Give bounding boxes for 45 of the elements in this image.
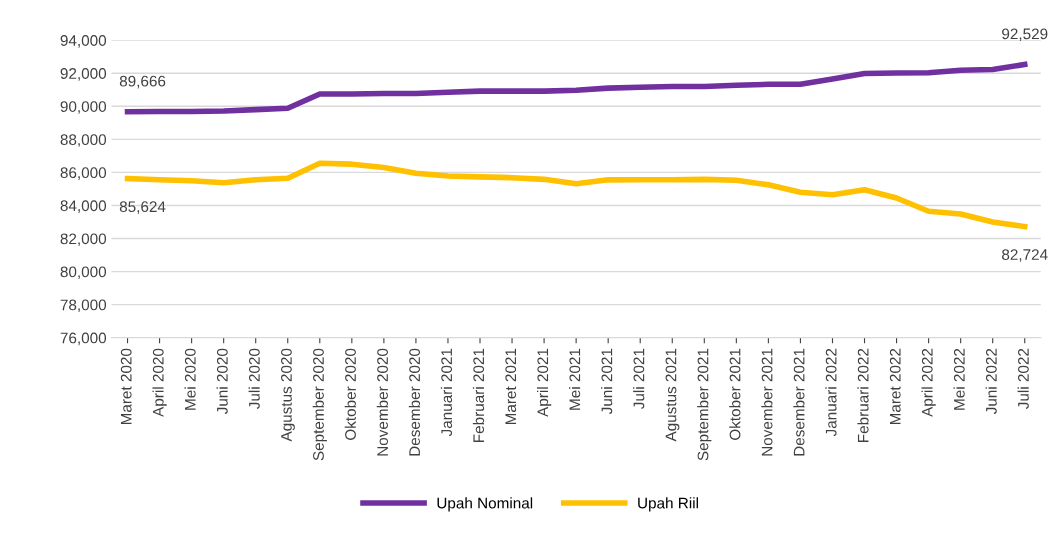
x-tick-label: Februari 2022 (857, 348, 869, 442)
x-tick-label: Desember 2020 (408, 348, 421, 456)
x-tick-label: April 2022 (921, 348, 936, 417)
x-tick-label: April 2020 (152, 348, 167, 417)
data-label: 89,666 (119, 75, 166, 89)
x-tick-label: Juni 2022 (985, 348, 997, 415)
x-tick-label: Februari 2021 (472, 348, 485, 442)
x-tick-label: Mei 2021 (569, 348, 581, 410)
legend-label: Upah Riil (638, 497, 698, 512)
x-tick-label: April 2021 (536, 348, 552, 417)
y-tick-label: 78,000 (60, 299, 107, 313)
x-tick-label: Mei 2020 (184, 348, 196, 410)
x-tick-label: Agustus 2021 (665, 348, 680, 442)
x-tick-label: Juni 2020 (216, 348, 228, 415)
y-tick-label: 76,000 (60, 332, 107, 346)
y-tick-label: 92,000 (60, 68, 107, 81)
data-label: 82,724 (1002, 249, 1048, 262)
x-tick-label: Maret 2021 (505, 348, 517, 425)
x-tick-label: Juli 2022 (1017, 348, 1029, 410)
x-tick-label: Desember 2021 (793, 348, 805, 456)
x-tick-label: Januari 2022 (825, 348, 837, 437)
x-tick-label: November 2020 (376, 348, 388, 456)
x-tick-label: Agustus 2020 (281, 348, 295, 442)
y-tick-label: 84,000 (60, 200, 107, 213)
x-tick-label: November 2021 (761, 348, 773, 456)
y-tick-label: 80,000 (60, 266, 107, 280)
x-tick-label: Juli 2020 (248, 348, 260, 410)
x-tick-label: Januari 2021 (440, 348, 453, 437)
y-tick-label: 90,000 (60, 101, 107, 114)
x-tick-label: September 2020 (312, 348, 327, 461)
x-tick-label: Juli 2021 (633, 348, 645, 410)
x-tick-label: Juni 2021 (601, 348, 613, 415)
x-tick-label: Oktober 2020 (344, 348, 356, 440)
y-tick-label: 94,000 (60, 35, 107, 48)
x-tick-label: Mei 2022 (953, 348, 965, 410)
y-tick-label: 82,000 (60, 233, 107, 247)
x-tick-label: Oktober 2021 (729, 348, 741, 440)
data-label: 92,529 (1002, 28, 1048, 42)
x-tick-label: Maret 2020 (120, 348, 132, 425)
y-tick-label: 88,000 (60, 134, 107, 147)
x-tick-label: Maret 2022 (889, 348, 901, 425)
y-tick-label: 86,000 (60, 167, 107, 180)
x-tick-label: September 2021 (697, 348, 712, 461)
data-label: 85,624 (119, 201, 166, 214)
legend-label: Upah Nominal (437, 497, 533, 512)
